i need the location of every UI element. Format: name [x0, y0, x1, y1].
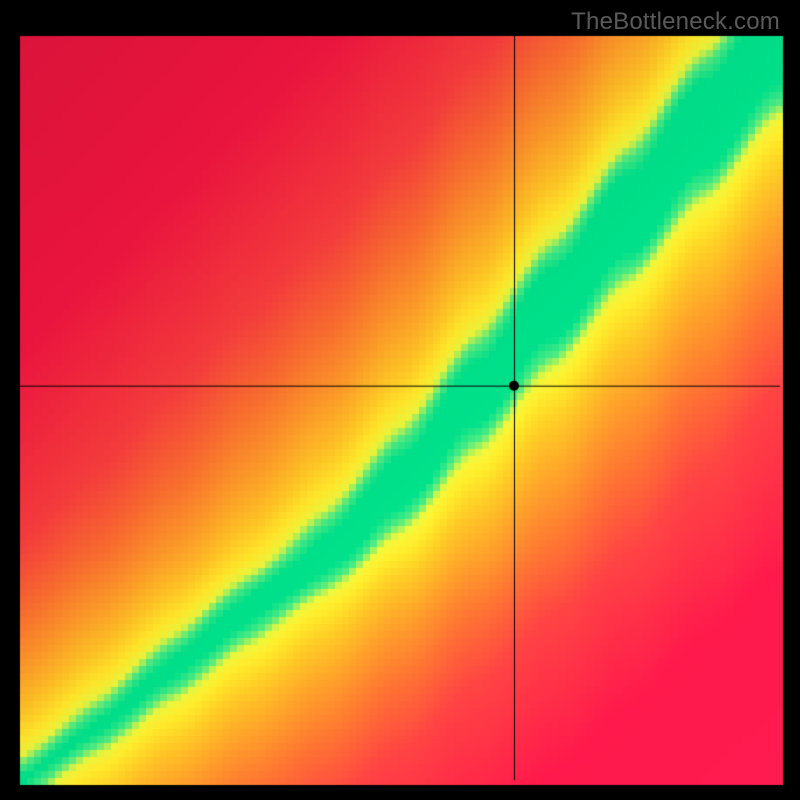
bottleneck-heatmap-canvas — [0, 0, 800, 800]
chart-container: TheBottleneck.com — [0, 0, 800, 800]
watermark-text: TheBottleneck.com — [571, 8, 780, 36]
